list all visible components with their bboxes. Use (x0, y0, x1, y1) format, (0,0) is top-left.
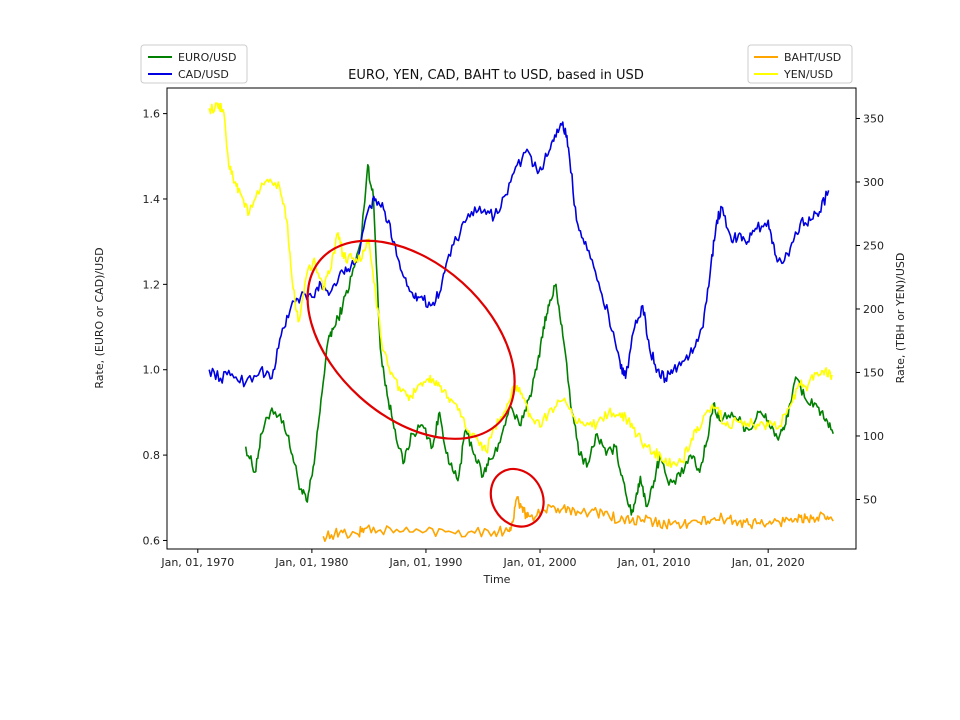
x-tick-label: Jan, 01, 2010 (617, 556, 691, 569)
annotation-layer (306, 239, 545, 528)
left-y-tick-label: 1.0 (143, 364, 161, 377)
series-line-baht-usd (322, 496, 834, 542)
chart-title: EURO, YEN, CAD, BAHT to USD, based in US… (348, 68, 644, 83)
legend-label-baht-usd: BAHT/USD (784, 51, 841, 64)
left-y-tick-label: 1.4 (143, 193, 161, 206)
left-y-axis-ticks: 0.6 0.8 1.0 1.2 1.4 1.6 (143, 108, 167, 547)
series-layer (208, 102, 834, 542)
right-y-tick-label: 150 (863, 366, 884, 379)
right-y-tick-label: 50 (863, 493, 877, 506)
right-y-tick-label: 350 (863, 112, 884, 125)
right-y-axis-label: Rate, (TBH or YEN)/USD (894, 253, 907, 384)
legend-label-cad-usd: CAD/USD (178, 68, 229, 81)
annotation-ellipse-1 (306, 239, 516, 440)
legend-left: EURO/USD CAD/USD (140, 44, 248, 84)
right-y-tick-label: 250 (863, 239, 884, 252)
x-tick-label: Jan, 01, 2000 (503, 556, 577, 569)
left-y-tick-label: 1.2 (143, 278, 161, 291)
right-y-axis-ticks: 50 100 150 200 250 300 350 (856, 112, 884, 506)
series-line-cad-usd (208, 121, 830, 388)
left-y-tick-label: 0.8 (143, 449, 161, 462)
x-axis-ticks: Jan, 01, 1970 Jan, 01, 1980 Jan, 01, 1990 J… (160, 549, 805, 569)
legend-label-yen-usd: YEN/USD (783, 68, 833, 81)
annotation-ellipse-2 (489, 467, 545, 528)
left-y-axis-label: Rate, (EURO or CAD)/USD (93, 247, 106, 388)
x-tick-label: Jan, 01, 1980 (274, 556, 348, 569)
legend-label-euro-usd: EURO/USD (178, 51, 237, 64)
right-y-tick-label: 100 (863, 430, 884, 443)
left-y-tick-label: 0.6 (143, 534, 161, 547)
x-tick-label: Jan, 01, 2020 (731, 556, 805, 569)
legend-right: BAHT/USD YEN/USD (747, 44, 853, 84)
x-tick-label: Jan, 01, 1990 (388, 556, 462, 569)
series-line-euro-usd (244, 164, 834, 516)
left-y-tick-label: 1.6 (143, 108, 161, 121)
plot-frame (166, 87, 857, 550)
series-line-yen-usd (208, 102, 833, 468)
right-y-tick-label: 200 (863, 303, 884, 316)
x-tick-label: Jan, 01, 1970 (160, 556, 234, 569)
x-axis-label: Time (483, 573, 511, 586)
right-y-tick-label: 300 (863, 176, 884, 189)
